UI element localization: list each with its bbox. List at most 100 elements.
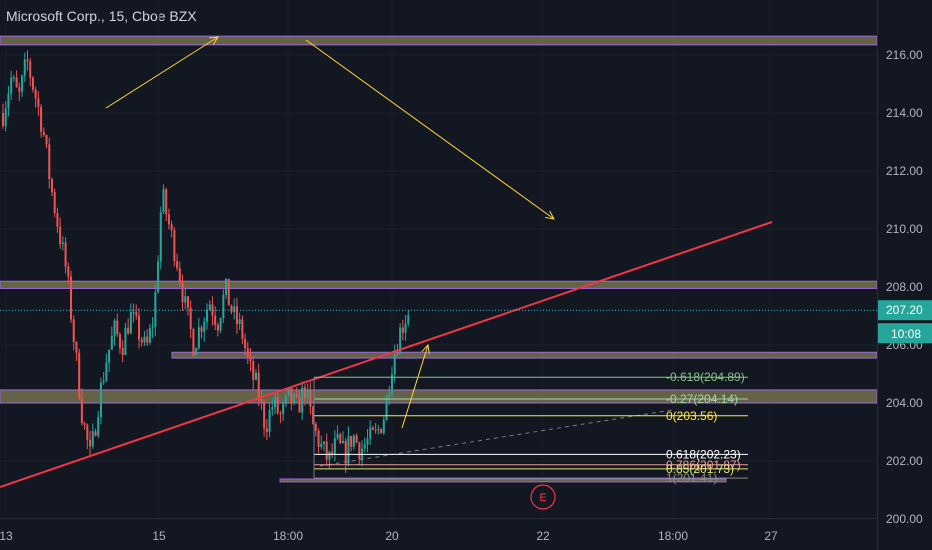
candle-body: [282, 403, 285, 414]
candle-body: [385, 396, 388, 421]
candle-body: [252, 361, 255, 380]
candle-body: [203, 321, 206, 332]
candle-body: [257, 372, 260, 400]
candle-body: [15, 77, 18, 88]
candle-body: [80, 398, 83, 424]
fib-level-label: -0.618(204.89): [666, 370, 745, 384]
trendline: [0, 221, 773, 488]
candle-body: [99, 382, 102, 418]
candle-body: [393, 353, 396, 375]
candle-body: [374, 429, 377, 431]
price-tick-label: 214.00: [886, 106, 923, 120]
candle-body: [167, 214, 170, 225]
candle-body: [284, 395, 287, 404]
time-axis[interactable]: 13 15 18:00 20 22 18:00 27: [0, 518, 877, 550]
time-tick-label: 20: [385, 529, 399, 543]
candle-body: [56, 213, 59, 227]
candle-body: [31, 77, 34, 90]
earnings-event-marker: [530, 484, 556, 510]
candle-body: [12, 77, 15, 79]
candle-body: [186, 296, 189, 308]
candle-body: [26, 59, 29, 62]
candle-body: [165, 189, 168, 215]
price-tick-label: 204.00: [886, 396, 923, 410]
candle-body: [241, 319, 244, 340]
candle-body: [225, 278, 228, 295]
candle-body: [176, 260, 179, 269]
projection-arrow: [401, 344, 429, 429]
price-zone: [279, 478, 727, 483]
candle-body: [67, 266, 70, 277]
candle-body: [97, 417, 100, 436]
candle-body: [216, 324, 219, 331]
candle-body: [301, 387, 304, 413]
candle-body: [336, 434, 339, 439]
candle-body: [143, 336, 146, 343]
candle-body: [268, 410, 271, 432]
time-tick-label: 15: [152, 529, 166, 543]
candle-body: [369, 427, 372, 439]
candle-body: [89, 439, 92, 447]
candle-body: [293, 394, 296, 404]
candle-body: [260, 399, 263, 402]
symbol-title: Microsoft Corp., 15, Cboe BZX: [6, 8, 197, 24]
candle-body: [105, 362, 108, 381]
candle-body: [127, 327, 130, 334]
candle-body: [50, 179, 53, 193]
candle-body: [108, 349, 111, 363]
candle-body: [211, 304, 214, 316]
candle-body: [222, 294, 225, 319]
candle-body: [116, 320, 119, 335]
candle-body: [129, 312, 132, 334]
candle-body: [249, 356, 252, 362]
candle-body: [200, 327, 203, 332]
time-axis-bg: [0, 518, 877, 550]
fib-level-label: 0.618(202.23): [666, 447, 741, 461]
candle-body: [197, 327, 200, 349]
candle-body: [342, 440, 345, 444]
candle-body: [59, 226, 62, 245]
candle-body: [279, 412, 282, 414]
candle-body: [298, 396, 301, 413]
candle-body: [140, 339, 143, 343]
candle-body: [352, 435, 355, 447]
candle-body: [344, 440, 347, 464]
candle-body: [230, 305, 233, 312]
candle-body: [121, 348, 124, 355]
candle-body: [159, 212, 162, 262]
candle-body: [75, 342, 78, 353]
time-tick-label: 18:00: [273, 529, 303, 543]
fib-level-label: 0.786(201.87): [666, 458, 741, 472]
candle-body: [246, 348, 249, 357]
candle-body: [195, 348, 198, 356]
drawings[interactable]: E: [0, 36, 877, 510]
candle-body: [113, 320, 116, 336]
candle-body: [157, 261, 160, 293]
candle-body: [45, 135, 48, 145]
price-zones[interactable]: [0, 35, 878, 483]
candle-body: [306, 389, 309, 399]
candle-body: [380, 428, 383, 434]
fibonacci-retracement[interactable]: -0.618(204.89) -0.27(204.14) 0(203.56) 0.61…: [313, 370, 748, 485]
candle-body: [238, 319, 241, 324]
candle-body: [83, 423, 86, 425]
candle-body: [192, 329, 195, 356]
candle-body: [254, 372, 257, 380]
candle-body: [29, 61, 32, 78]
price-tick-label: 208.00: [886, 280, 923, 294]
candle-body: [290, 387, 293, 404]
price-axis[interactable]: 200.00202.00204.00206.00208.00210.00212.…: [877, 0, 932, 550]
projection-arrow-head: [421, 343, 430, 354]
candle-body: [396, 353, 399, 355]
candle-body: [53, 192, 56, 214]
candle-body: [70, 276, 73, 320]
candle-body: [151, 326, 154, 329]
candle-body: [42, 131, 45, 136]
candle-body: [184, 296, 187, 303]
candle-body: [178, 268, 181, 283]
price-tick-label: 216.00: [886, 48, 923, 62]
candle-body: [355, 435, 358, 443]
candle-body: [347, 436, 350, 464]
candle-body: [37, 98, 40, 107]
